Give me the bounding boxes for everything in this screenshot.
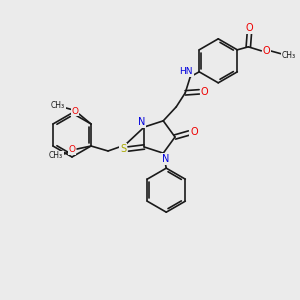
- Text: O: O: [245, 23, 253, 33]
- Text: CH₃: CH₃: [51, 101, 65, 110]
- Text: S: S: [120, 144, 126, 154]
- Text: N: N: [162, 154, 169, 164]
- Text: O: O: [72, 106, 79, 116]
- Text: CH₃: CH₃: [49, 152, 63, 160]
- Text: CH₃: CH₃: [281, 51, 296, 60]
- Text: HN: HN: [179, 67, 193, 76]
- Text: N: N: [138, 117, 145, 127]
- Text: O: O: [69, 146, 76, 154]
- Text: O: O: [262, 46, 270, 56]
- Text: O: O: [190, 127, 198, 137]
- Text: O: O: [200, 87, 208, 97]
